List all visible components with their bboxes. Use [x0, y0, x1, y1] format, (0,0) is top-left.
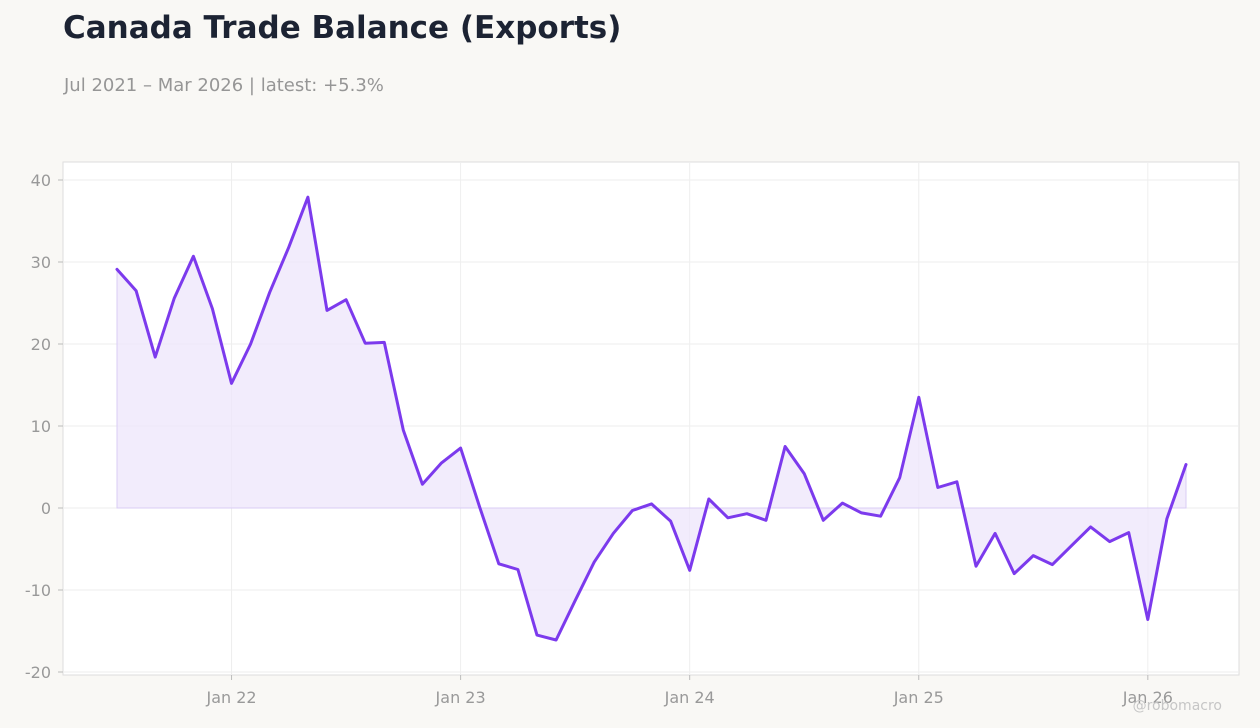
chart-subtitle: Jul 2021 – Mar 2026 | latest: +5.3% — [64, 75, 384, 96]
y-tick-label: 30 — [31, 253, 51, 272]
y-tick-label: 0 — [41, 499, 51, 518]
y-tick-label: 10 — [31, 417, 51, 436]
chart-title: Canada Trade Balance (Exports) — [63, 10, 622, 46]
x-tick-label: Jan 26 — [1122, 688, 1173, 707]
x-tick-label: Jan 25 — [893, 688, 944, 707]
x-tick-label: Jan 22 — [205, 688, 256, 707]
y-axis: -20 -10 0 10 20 30 40 — [25, 171, 63, 682]
x-tick-label: Jan 24 — [664, 688, 715, 707]
watermark: @robomacro — [1133, 698, 1222, 714]
y-tick-label: 20 — [31, 335, 51, 354]
x-tick-label: Jan 23 — [435, 688, 486, 707]
series-line — [115, 195, 1188, 642]
y-tick-label: -20 — [25, 663, 51, 682]
y-tick-label: 40 — [31, 171, 51, 190]
x-axis: Jan 22 Jan 23 Jan 24 Jan 25 Jan 26 — [205, 675, 1173, 707]
y-tick-label: -10 — [25, 581, 51, 600]
